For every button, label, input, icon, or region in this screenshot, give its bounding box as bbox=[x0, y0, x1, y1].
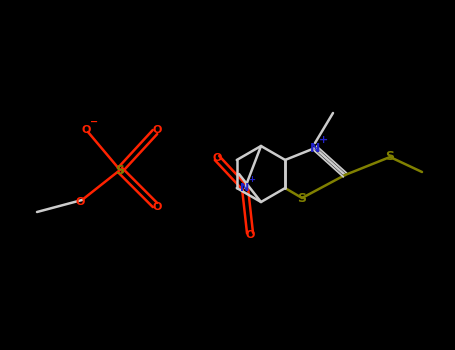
Text: O: O bbox=[152, 125, 162, 135]
Text: +: + bbox=[318, 135, 328, 145]
Text: N: N bbox=[310, 141, 320, 154]
Text: S: S bbox=[385, 150, 394, 163]
Text: S: S bbox=[116, 163, 125, 176]
Text: N: N bbox=[240, 183, 250, 193]
Text: O: O bbox=[212, 153, 222, 163]
Text: O: O bbox=[152, 202, 162, 212]
Text: +: + bbox=[248, 175, 256, 184]
Text: S: S bbox=[298, 191, 307, 204]
Text: O: O bbox=[81, 125, 91, 135]
Text: O: O bbox=[245, 230, 255, 240]
Text: O: O bbox=[76, 197, 85, 207]
Text: −: − bbox=[90, 117, 98, 127]
